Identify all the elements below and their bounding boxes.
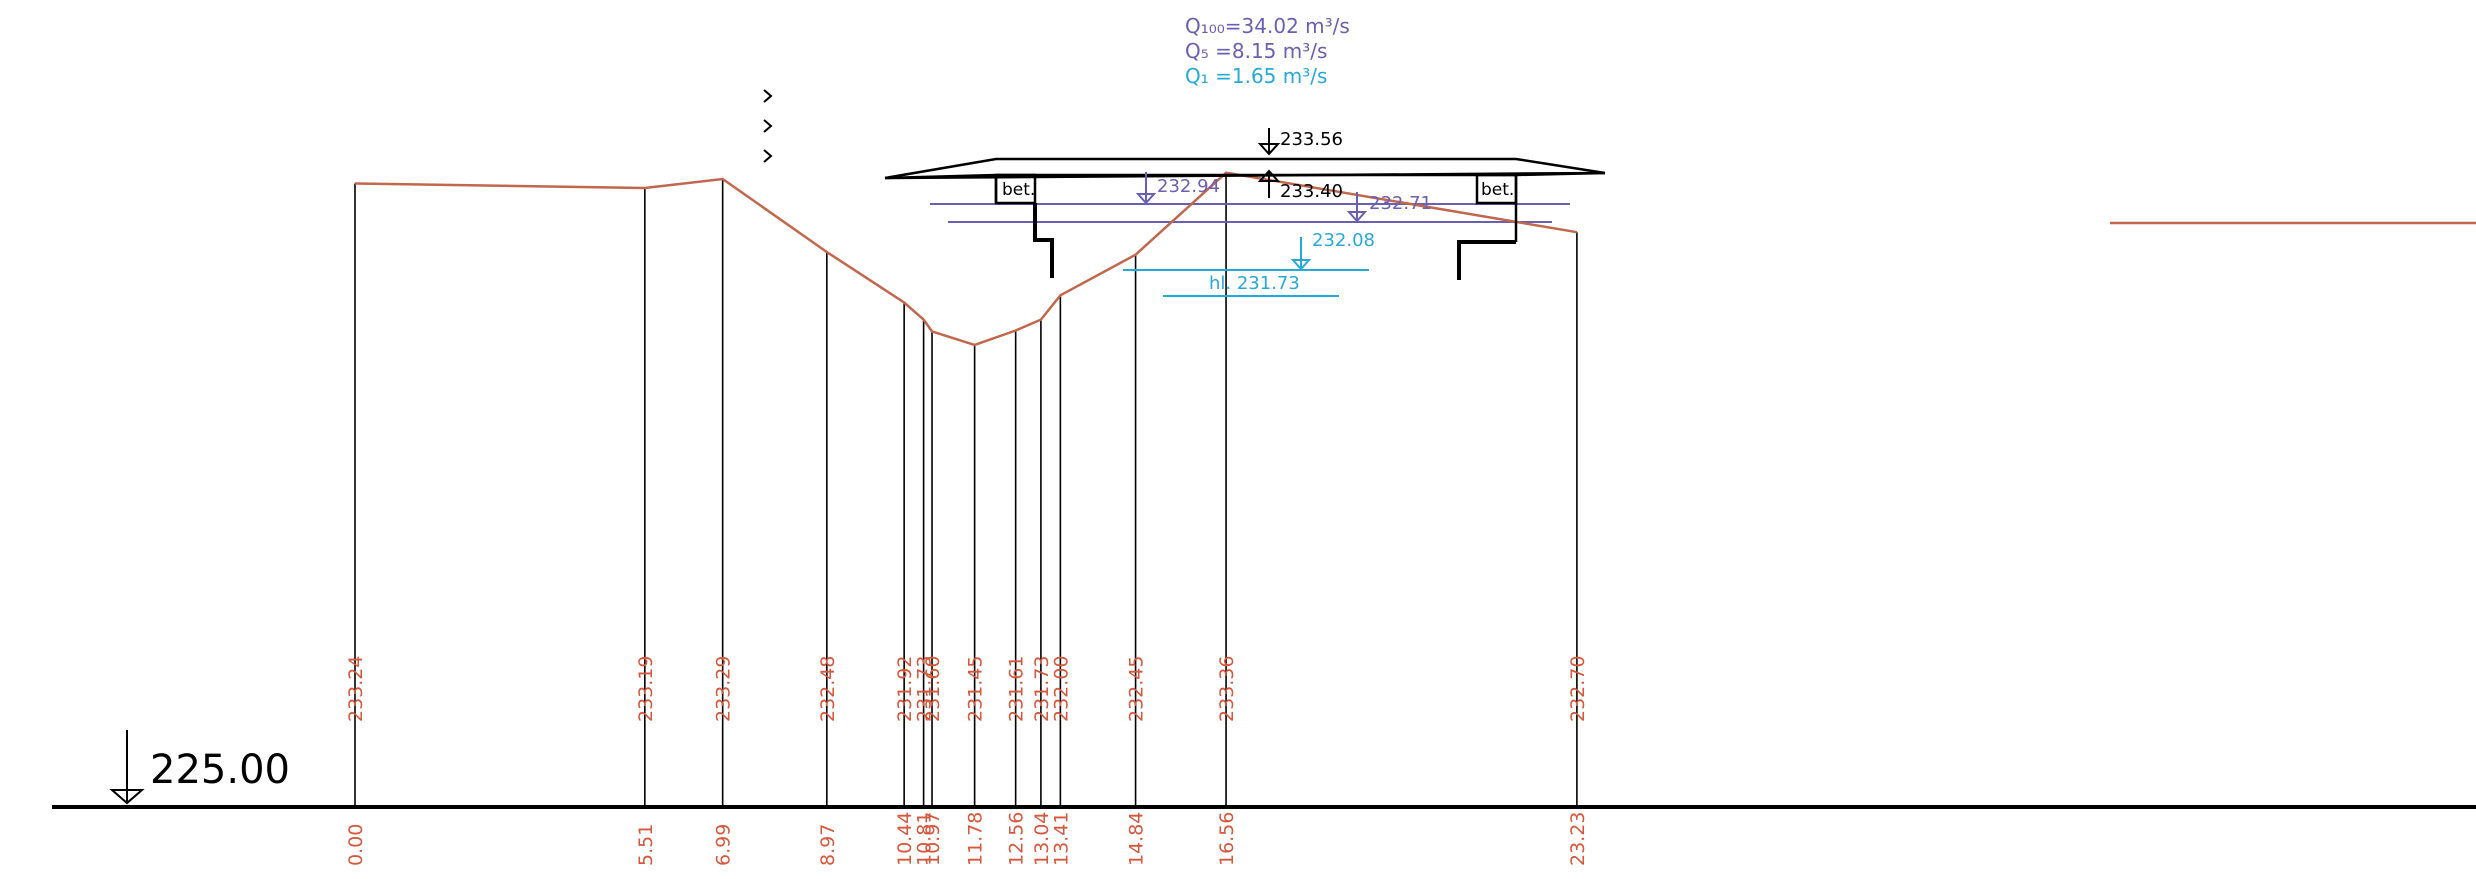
bridge-top-marker xyxy=(1257,128,1281,156)
elevation-label: 232.70 xyxy=(1567,656,1589,722)
station-lines xyxy=(354,172,1578,807)
station-label: 10.81 xyxy=(914,812,936,866)
station-label: 10.44 xyxy=(894,812,916,866)
station-label: 23.23 xyxy=(1567,812,1589,866)
q1-discharge: Q₁ =1.65 m³/s xyxy=(1185,64,1327,88)
station-label: 5.51 xyxy=(635,824,657,866)
bridge-soffit-marker xyxy=(1257,169,1281,198)
right-abutment-label: bet. xyxy=(1481,180,1514,200)
q5-level: 232.08 xyxy=(1312,230,1375,251)
q100-left-level: 232.94 xyxy=(1157,176,1220,197)
q100-left-marker xyxy=(1135,172,1157,205)
terrain-profile xyxy=(354,171,1578,347)
elevation-label: 232.00 xyxy=(1050,656,1072,722)
station-label: 12.56 xyxy=(1006,812,1028,866)
station-label: 10.97 xyxy=(922,812,944,866)
bridge-top-level: 233.56 xyxy=(1280,129,1343,150)
elevation-label: 231.60 xyxy=(922,656,944,722)
station-label: 0.00 xyxy=(345,824,367,866)
datum-elevation-label: 225.00 xyxy=(150,747,290,793)
station-label: 6.99 xyxy=(713,824,735,866)
fence-symbol xyxy=(763,89,773,163)
station-label: 11.78 xyxy=(965,812,987,866)
elevation-label: 231.92 xyxy=(894,656,916,722)
station-labels: 233.24 0.00 233.19 5.51 233.29 6.99 232.48 8.97… xyxy=(345,656,1589,866)
elevation-label: 231.61 xyxy=(1006,656,1028,722)
datum-marker xyxy=(109,730,145,805)
elevation-label: 232.48 xyxy=(817,656,839,722)
q1-level: hl. 231.73 xyxy=(1209,273,1300,294)
station-label: 13.41 xyxy=(1050,812,1072,866)
elevation-label: 231.73 xyxy=(914,656,936,722)
q5-discharge: Q₅ =8.15 m³/s xyxy=(1185,39,1327,63)
elevation-label: 233.29 xyxy=(713,656,735,722)
elevation-label: 232.45 xyxy=(1126,656,1148,722)
left-abutment xyxy=(994,173,1054,278)
elevation-label: 231.73 xyxy=(1031,656,1053,722)
bridge-soffit-level: 233.40 xyxy=(1280,181,1343,202)
station-label: 13.04 xyxy=(1031,812,1053,866)
station-label: 8.97 xyxy=(817,824,839,866)
elevation-label: 231.45 xyxy=(965,656,987,722)
q100-discharge: Q₁₀₀=34.02 m³/s xyxy=(1185,14,1350,38)
right-abutment xyxy=(1457,173,1518,280)
q100-right-marker xyxy=(1346,192,1445,223)
elevation-label: 233.24 xyxy=(345,656,367,722)
left-abutment-label: bet. xyxy=(1002,180,1035,200)
q100-right-level: 232.71 xyxy=(1369,193,1432,214)
q5-marker xyxy=(1290,237,1312,271)
elevation-label: 233.36 xyxy=(1216,656,1238,722)
station-label: 16.56 xyxy=(1216,812,1238,866)
elevation-label: 233.19 xyxy=(635,656,657,722)
station-label: 14.84 xyxy=(1126,812,1148,866)
